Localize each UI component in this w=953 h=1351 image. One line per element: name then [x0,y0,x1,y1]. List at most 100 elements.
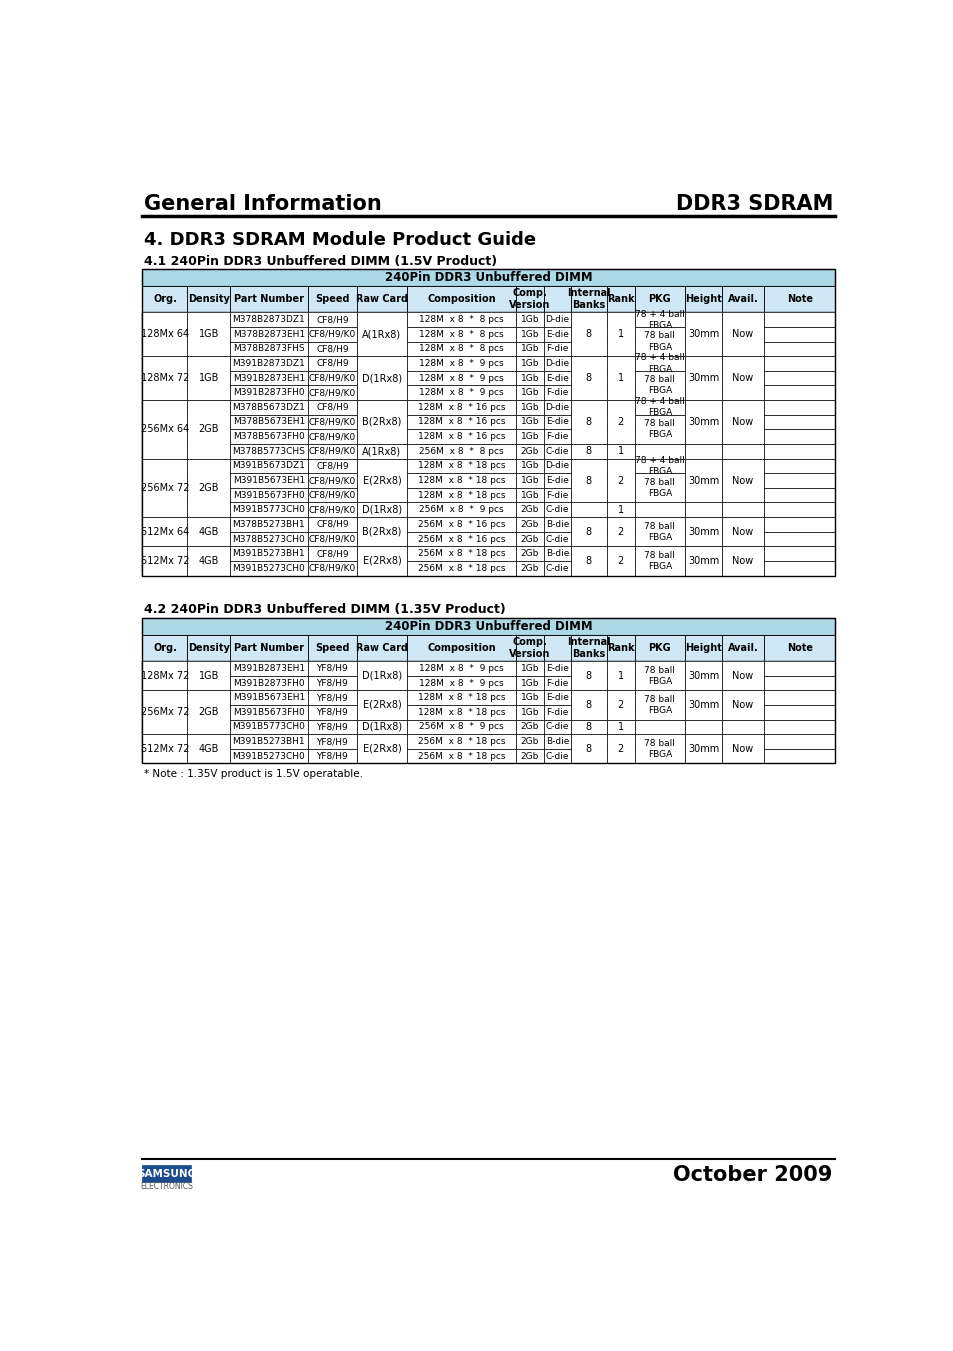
Text: 78 + 4 ball
FBGA: 78 + 4 ball FBGA [635,309,684,330]
Bar [763,430,835,444]
Bar [406,488,516,503]
Bar [356,661,406,690]
Text: 30mm: 30mm [687,700,719,711]
Bar [516,748,543,763]
Bar [516,473,543,488]
Bar [763,488,835,503]
Text: 1Gb: 1Gb [520,374,538,382]
Bar [142,327,835,342]
Bar [406,327,516,342]
Bar [571,312,606,357]
Text: Rank: Rank [606,295,634,304]
Bar [356,546,406,576]
Bar [721,690,763,720]
Bar [543,488,571,503]
Text: 1Gb: 1Gb [520,708,538,717]
Text: CF8/H9: CF8/H9 [315,359,349,367]
Bar [543,327,571,342]
Text: F-die: F-die [546,678,568,688]
Bar [763,400,835,415]
Bar [543,430,571,444]
Text: M378B2873DZ1: M378B2873DZ1 [233,315,305,324]
Bar [516,415,543,430]
Bar [406,458,516,473]
Text: 2Gb: 2Gb [520,447,538,455]
Bar [142,400,835,415]
Text: M391B5273BH1: M391B5273BH1 [233,738,305,746]
Bar [142,690,835,705]
Bar [230,357,307,370]
Text: CF8/H9/K0: CF8/H9/K0 [309,417,355,427]
Bar [406,400,516,415]
Bar [543,370,571,385]
Bar [543,444,571,458]
Bar [307,430,356,444]
Text: M391B2873DZ1: M391B2873DZ1 [233,359,305,367]
Text: Comp.
Version: Comp. Version [509,288,550,311]
Text: M378B2873FHS: M378B2873FHS [233,345,304,354]
Bar [763,327,835,342]
Bar [721,312,763,357]
Text: 1: 1 [617,670,623,681]
Bar [230,561,307,576]
Bar [230,488,307,503]
Bar [142,690,187,734]
Bar [142,546,187,576]
Bar [142,357,187,400]
Text: B(2Rx8): B(2Rx8) [362,417,401,427]
Text: M378B5273CH0: M378B5273CH0 [233,535,305,543]
Bar [406,473,516,488]
Bar [571,444,606,458]
Text: 128M  x 8  *  9 pcs: 128M x 8 * 9 pcs [418,388,503,397]
Bar [307,385,356,400]
Text: 128M  x 8  *  9 pcs: 128M x 8 * 9 pcs [418,663,503,673]
Text: 1Gb: 1Gb [520,403,538,412]
Bar [571,357,606,400]
Text: 8: 8 [585,557,592,566]
Text: Comp.
Version: Comp. Version [509,636,550,659]
Bar [230,286,307,312]
Text: M391B5673FH0: M391B5673FH0 [233,490,304,500]
Bar [763,357,835,370]
Bar [406,312,516,327]
Text: 256Mx 72: 256Mx 72 [141,708,189,717]
Bar [516,661,543,676]
Text: 78 ball
FBGA: 78 ball FBGA [643,551,675,571]
Text: M391B5773CH0: M391B5773CH0 [233,723,305,731]
Bar [356,400,406,444]
Bar [406,415,516,430]
Bar [142,312,187,357]
Bar [721,517,763,546]
Bar [230,370,307,385]
Bar [606,734,634,763]
Text: 8: 8 [585,446,592,457]
Bar [230,690,307,705]
Bar [571,503,606,517]
Bar [634,503,684,517]
Bar [763,503,835,517]
Text: 256M  x 8  *  9 pcs: 256M x 8 * 9 pcs [418,723,503,731]
Bar [763,676,835,690]
Bar [516,676,543,690]
Text: 256M  x 8  * 18 pcs: 256M x 8 * 18 pcs [417,738,505,746]
Text: 8: 8 [585,670,592,681]
Bar [230,532,307,546]
Text: 1GB: 1GB [198,670,219,681]
Bar [763,705,835,720]
Text: 78 ball
FBGA: 78 ball FBGA [643,419,675,439]
Text: 128M  x 8  * 16 pcs: 128M x 8 * 16 pcs [417,432,505,442]
Text: 30mm: 30mm [687,373,719,384]
Bar [307,286,356,312]
Bar [142,734,835,748]
Bar [684,690,721,720]
Bar [684,400,721,444]
Text: B(2Rx8): B(2Rx8) [362,527,401,536]
Bar [230,661,307,676]
Text: CF8/H9/K0: CF8/H9/K0 [309,535,355,543]
Bar [516,430,543,444]
Text: CF8/H9: CF8/H9 [315,403,349,412]
Bar [142,458,187,517]
Bar [356,734,406,763]
Text: 2GB: 2GB [198,482,219,493]
Text: D(1Rx8): D(1Rx8) [361,670,401,681]
